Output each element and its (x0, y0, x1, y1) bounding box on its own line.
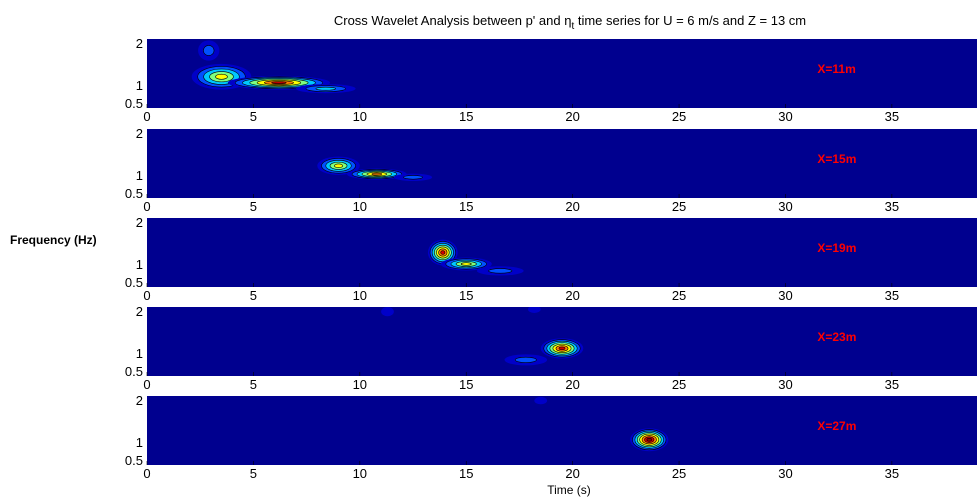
panel-1-blob-4-level-2 (203, 45, 215, 56)
panel-5-y-tick-0.5: 0.5 (125, 453, 143, 468)
panel-2-x-tick-0: 0 (143, 199, 150, 214)
panel-3-blob-1-level-7 (440, 250, 446, 255)
panel-4-blob-3-level-1 (381, 307, 394, 317)
panel-1-blob-3-level-3 (315, 86, 337, 91)
panel-1-station-label: X=11m (817, 62, 855, 76)
panel-1-y-tick-0.5: 0.5 (125, 96, 143, 111)
panel-2-blob-1-level-5 (333, 163, 344, 168)
panel-5-x-tick-10: 10 (353, 466, 367, 481)
panel-2-y-tick-1: 1 (136, 168, 143, 183)
panel-3-background (147, 218, 977, 287)
panel-5-station-label: X=27m (817, 419, 856, 433)
panel-2-background (147, 129, 977, 198)
panel-2-y-tick-2: 2 (136, 126, 143, 141)
panel-2-blob-2-level-6 (371, 172, 383, 176)
panel-5-x-tick-35: 35 (885, 466, 899, 481)
panel-5-x-tick-5: 5 (250, 466, 257, 481)
panel-4-contours (381, 307, 584, 366)
panel-1-x-tick-10: 10 (353, 109, 367, 124)
panel-3-blob-3-level-2 (488, 268, 513, 274)
panel-1-x-tick-35: 35 (885, 109, 899, 124)
panel-1-blob-2-level-7 (271, 81, 287, 84)
y-axis-label: Frequency (Hz) (10, 233, 97, 247)
panel-3-blob-2-level-5 (460, 262, 472, 266)
panel-4-x-tick-30: 30 (778, 377, 792, 392)
panel-1-x-tick-25: 25 (672, 109, 686, 124)
panel-4-y-tick-1: 1 (136, 346, 143, 361)
panel-5-y-tick-1: 1 (136, 435, 143, 450)
panel-3-y-tick-0.5: 0.5 (125, 275, 143, 290)
panel-5-x-tick-15: 15 (459, 466, 473, 481)
panel-2-x-tick-30: 30 (778, 199, 792, 214)
panel-4-x-tick-25: 25 (672, 377, 686, 392)
panel-5-blob-1-level-8 (646, 437, 652, 442)
panel-3-x-tick-30: 30 (778, 288, 792, 303)
panel-2-blob-3-level-2 (403, 175, 423, 180)
panel-5-x-tick-25: 25 (672, 466, 686, 481)
panel-1-y-tick-2: 2 (136, 36, 143, 51)
panel-2-contours (317, 156, 433, 181)
panel-1-x-tick-15: 15 (459, 109, 473, 124)
panel-5-blob-2-level-1 (534, 396, 548, 405)
panel-4-blob-2-level-2 (514, 356, 537, 363)
panel-4-x-tick-10: 10 (353, 377, 367, 392)
panel-3-x-tick-25: 25 (672, 288, 686, 303)
panel-3-x-tick-20: 20 (565, 288, 579, 303)
panel-3-x-tick-10: 10 (353, 288, 367, 303)
panel-1: 0 5 10 15 20 25 30 35 2 1 0.5 X=11m (125, 36, 977, 124)
panel-3-y-tick-1: 1 (136, 257, 143, 272)
panel-2-station-label: X=15m (817, 152, 856, 166)
chart-title-subscript: t (571, 21, 574, 32)
panel-4-blob-1-level-7 (558, 346, 566, 351)
panel-2-x-tick-15: 15 (459, 199, 473, 214)
panel-4-blob-4-level-1 (527, 307, 541, 313)
panel-3-x-tick-0: 0 (143, 288, 150, 303)
panel-1-x-tick-20: 20 (565, 109, 579, 124)
chart-title-tail: time series for U = 6 m/s and Z = 13 cm (574, 13, 806, 28)
panel-4-y-tick-2: 2 (136, 304, 143, 319)
panel-3-x-tick-35: 35 (885, 288, 899, 303)
panel-4-x-tick-15: 15 (459, 377, 473, 392)
chart-title: Cross Wavelet Analysis between p' and ηt… (334, 13, 806, 32)
panel-3-y-tick-2: 2 (136, 215, 143, 230)
panel-1-y-tick-1: 1 (136, 78, 143, 93)
panel-4-x-tick-35: 35 (885, 377, 899, 392)
panel-5-x-tick-30: 30 (778, 466, 792, 481)
panel-1-x-tick-5: 5 (250, 109, 257, 124)
panel-1-x-tick-0: 0 (143, 109, 150, 124)
panel-5-x-tick-20: 20 (565, 466, 579, 481)
panel-4-station-label: X=23m (817, 330, 856, 344)
panel-2-x-tick-35: 35 (885, 199, 899, 214)
panel-5-y-tick-2: 2 (136, 393, 143, 408)
panel-5-background (147, 396, 977, 465)
panel-2-x-tick-20: 20 (565, 199, 579, 214)
chart-title-main: Cross Wavelet Analysis between p' and (334, 13, 564, 28)
panel-3-contours (427, 239, 524, 276)
panel-2-x-tick-10: 10 (353, 199, 367, 214)
panel-1-contours (191, 40, 356, 94)
chart-title-symbol: η (564, 13, 571, 28)
panel-4-x-tick-0: 0 (143, 377, 150, 392)
panel-4-y-tick-0.5: 0.5 (125, 364, 143, 379)
panel-3-x-tick-5: 5 (250, 288, 257, 303)
panel-5-contours (534, 396, 669, 452)
panel-2-y-tick-0.5: 0.5 (125, 186, 143, 201)
panel-2-x-tick-5: 5 (250, 199, 257, 214)
panel-3-station-label: X=19m (817, 241, 856, 255)
panel-5: 0 5 10 15 20 25 30 35 2 1 0.5 X=27m (125, 393, 977, 481)
panel-3-x-tick-15: 15 (459, 288, 473, 303)
panel-2: 0 5 10 15 20 25 30 35 2 1 0.5 X=15m (125, 126, 977, 214)
panel-5-x-tick-0: 0 (143, 466, 150, 481)
panel-1-x-tick-30: 30 (778, 109, 792, 124)
panel-4-x-tick-5: 5 (250, 377, 257, 392)
panel-4-x-tick-20: 20 (565, 377, 579, 392)
panel-4: 0 5 10 15 20 25 30 35 2 1 0.5 X=23m (125, 304, 977, 392)
x-axis-label: Time (s) (547, 483, 591, 497)
panel-2-x-tick-25: 25 (672, 199, 686, 214)
panel-1-blob-1-level-5 (215, 73, 228, 80)
panel-3: 0 5 10 15 20 25 30 35 2 1 0.5 X=19m (125, 215, 977, 303)
panel-1-background (147, 39, 977, 108)
